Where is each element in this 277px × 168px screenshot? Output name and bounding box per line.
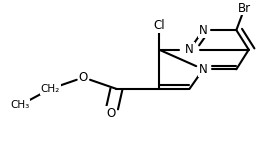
Text: O: O [79, 71, 88, 84]
Text: Br: Br [238, 2, 251, 15]
Text: N: N [199, 24, 208, 37]
Text: N: N [185, 43, 194, 56]
Text: CH₂: CH₂ [41, 84, 60, 94]
Text: N: N [199, 63, 208, 76]
Text: CH₃: CH₃ [10, 100, 30, 110]
Text: O: O [106, 107, 116, 120]
Text: Cl: Cl [153, 19, 165, 32]
